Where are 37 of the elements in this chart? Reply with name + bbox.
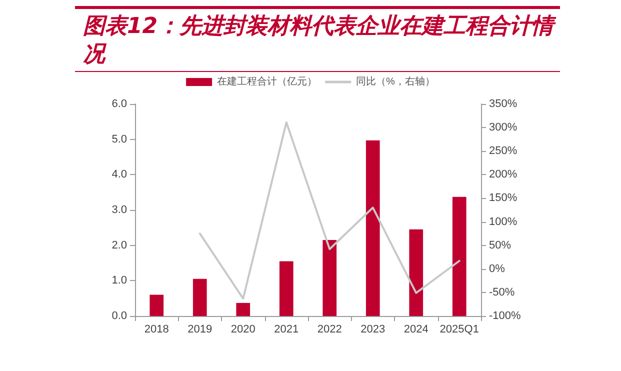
y-tick-label: 6.0 bbox=[112, 98, 127, 110]
x-tick-label: 2023 bbox=[360, 324, 386, 336]
x-tick-label: 2020 bbox=[230, 324, 256, 336]
y-tick-label: 2.0 bbox=[112, 239, 127, 252]
y2-tick-label: -100% bbox=[489, 310, 522, 322]
x-tick-label: 2019 bbox=[188, 324, 212, 336]
x-tick-label: 2018 bbox=[144, 324, 169, 336]
y-tick-label: 0.0 bbox=[112, 310, 127, 322]
y2-tick-label: -50% bbox=[489, 286, 515, 298]
bar bbox=[150, 294, 164, 316]
bar bbox=[322, 240, 337, 316]
bar bbox=[366, 140, 380, 316]
y2-tick-label: 0% bbox=[489, 262, 506, 275]
legend-label: 在建工程合计（亿元） bbox=[217, 76, 318, 88]
x-tick-label: 2024 bbox=[404, 324, 428, 336]
bar bbox=[279, 261, 294, 316]
y2-tick-label: 300% bbox=[489, 122, 518, 134]
y2-tick-label: 50% bbox=[489, 239, 512, 252]
y-tick-label: 1.0 bbox=[112, 274, 127, 287]
x-tick-label: 2022 bbox=[317, 324, 342, 336]
bar bbox=[236, 302, 250, 316]
chart-title: 图表12：先进封装材料代表企业在建工程合计情况 bbox=[75, 6, 560, 72]
x-tick-label: 2025Q1 bbox=[440, 324, 479, 336]
line-series bbox=[198, 121, 460, 300]
bar bbox=[409, 229, 424, 316]
y2-tick-label: 200% bbox=[489, 168, 518, 181]
y2-tick-label: 150% bbox=[489, 192, 518, 204]
y2-tick-label: 250% bbox=[489, 145, 518, 158]
bar bbox=[192, 278, 207, 316]
y-tick-label: 4.0 bbox=[112, 168, 127, 181]
y-tick-label: 3.0 bbox=[112, 204, 127, 216]
bar bbox=[452, 196, 466, 316]
y-tick-label: 5.0 bbox=[112, 133, 127, 146]
x-tick-label: 2021 bbox=[274, 324, 299, 336]
legend-label: 同比（%，右轴） bbox=[356, 76, 435, 88]
y2-tick-label: 350% bbox=[489, 98, 518, 110]
y2-tick-label: 100% bbox=[489, 216, 518, 228]
